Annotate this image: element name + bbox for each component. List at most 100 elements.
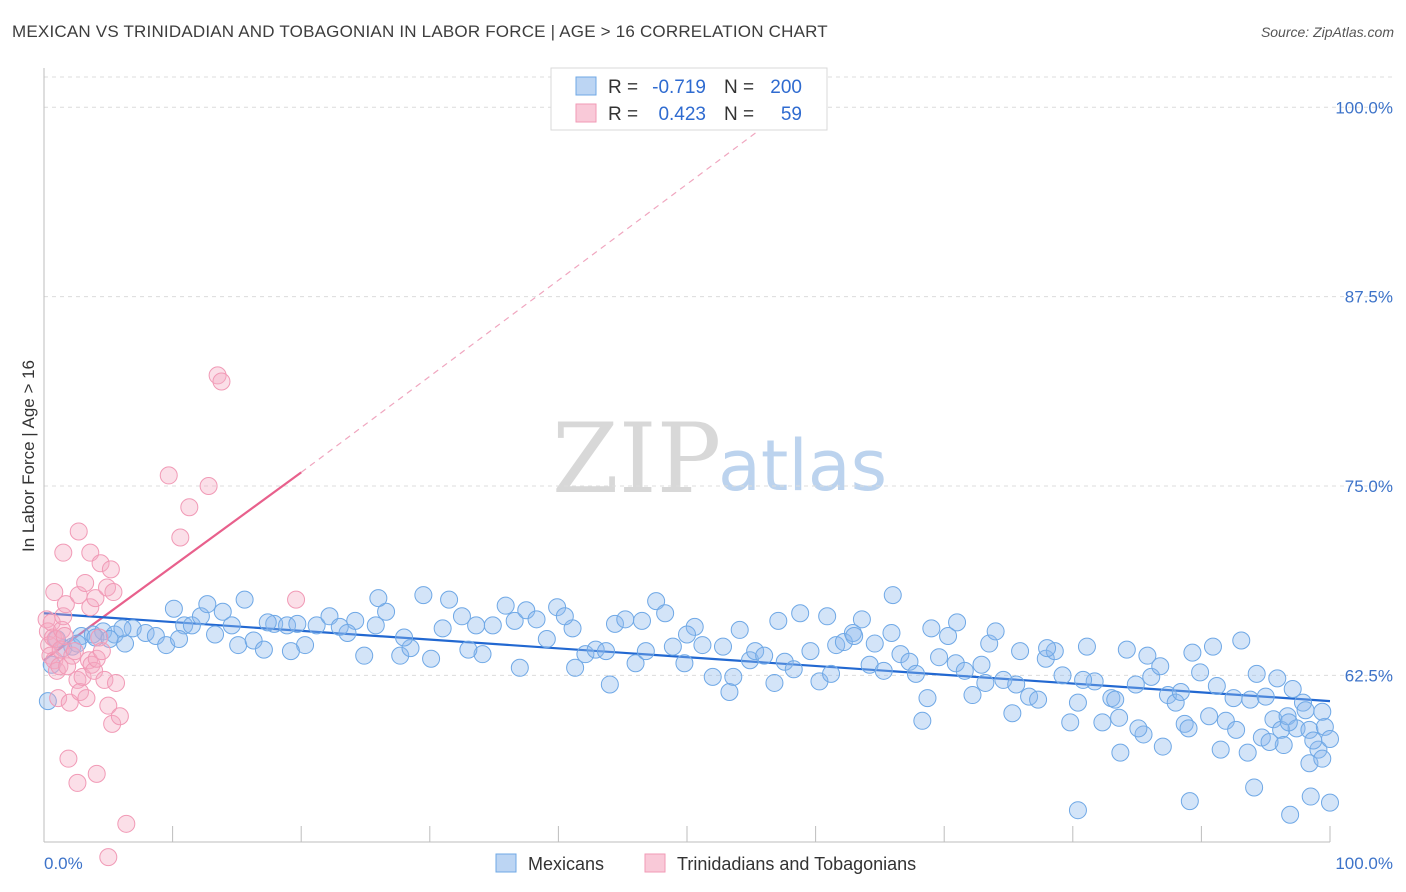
mexicans-point (834, 633, 853, 652)
legend-r-label: R = (608, 104, 638, 125)
mexicans-point (288, 614, 307, 633)
trinidadians-point (55, 626, 74, 645)
mexicans-point (1111, 743, 1130, 762)
trinidadians-point (159, 466, 178, 485)
mexicans-point (258, 613, 277, 632)
mexicans-point (307, 616, 326, 635)
mexicans-point (1029, 690, 1048, 709)
mexicans-point (882, 623, 901, 642)
mexicans-point (1301, 787, 1320, 806)
mexicans-point (741, 651, 760, 670)
mexicans-point (818, 607, 837, 626)
x-tick-label-min: 0.0% (44, 854, 83, 873)
trinidadians-point (92, 642, 111, 661)
mexicans-point (955, 661, 974, 680)
mexicans-point (1296, 701, 1315, 720)
mexicans-point (576, 645, 595, 664)
mexicans-point (483, 616, 502, 635)
trinidadians-point (42, 613, 61, 632)
mexicans-point (1279, 713, 1298, 732)
mexicans-point (883, 586, 902, 605)
trinidadians-point (110, 707, 129, 726)
mexicans-point (170, 630, 189, 649)
mexicans-point (678, 625, 696, 644)
mexicans-point (1203, 637, 1222, 656)
mexicans-point (1180, 792, 1199, 811)
mexicans-point (1171, 683, 1190, 702)
trinidadians-point (171, 528, 190, 547)
mexicans-point (656, 604, 675, 623)
trinidadians-point (212, 372, 231, 391)
gridlines (44, 76, 1393, 676)
mexicans-point (206, 625, 225, 644)
mexicans-point (906, 664, 925, 683)
mexicans-point (1321, 729, 1339, 748)
mexicans-point (1003, 704, 1022, 723)
mexicans-trend-line (43, 612, 1331, 703)
trinidadians-point (104, 583, 123, 602)
mexicans-point (113, 619, 132, 638)
legend-n-value-mexicans: 200 (770, 77, 802, 98)
watermark-zip: ZIP (552, 403, 721, 515)
mexicans-point (1179, 719, 1198, 738)
mexicans-point (440, 590, 459, 609)
trinidadians-point (91, 554, 110, 573)
x-tick-label-max: 100.0% (1335, 854, 1393, 873)
mexicans-point (548, 598, 567, 617)
mexicans-point (1241, 690, 1260, 709)
mexicans-point (1207, 676, 1226, 695)
mexicans-point (852, 610, 871, 629)
mexicans-point (1093, 713, 1112, 732)
mexicans-point (229, 636, 248, 655)
mexicans-point (422, 649, 441, 668)
mexicans-point (1138, 646, 1157, 665)
trinidadians-point (65, 642, 84, 661)
mexicans-point (663, 637, 682, 656)
mexicans-point (1068, 801, 1087, 820)
mexicans-point (605, 614, 624, 633)
trinidadians-point (56, 595, 75, 614)
mexicans-point (724, 667, 743, 686)
trinidadians-point (101, 560, 120, 579)
mexicans-point (636, 642, 655, 661)
mexicans-point (822, 664, 841, 683)
mexicans-point (198, 595, 217, 614)
mexicans-point (1304, 731, 1323, 750)
trinidadians-point (103, 714, 122, 733)
legend-r-value-mexicans: -0.719 (652, 77, 706, 98)
mexicans-point (452, 607, 471, 626)
legend-n-value-trinidadians: 59 (781, 104, 802, 125)
mexicans-point (1074, 670, 1093, 689)
mexicans-point (377, 602, 396, 621)
mexicans-point (1126, 675, 1145, 694)
trinidadians-point (86, 589, 105, 608)
mexicans-point (566, 658, 585, 677)
mexicans-point (675, 654, 694, 673)
mexicans-point (281, 642, 300, 661)
mexicans-point (1216, 711, 1235, 730)
mexicans-point (459, 640, 478, 659)
mexicans-point (1224, 689, 1243, 708)
mexicans-point (496, 596, 515, 615)
stats-legend-box (550, 67, 828, 131)
mexicans-point (1068, 693, 1087, 712)
trinidadians-point (287, 590, 306, 609)
mexicans-point (146, 626, 165, 645)
legend-r-value-trinidadians: 0.423 (658, 104, 706, 125)
mexicans-swatch (575, 76, 597, 96)
mexicans-point (1283, 680, 1302, 698)
mexicans-point (116, 634, 135, 653)
mexicans-point (1085, 672, 1104, 691)
legend-r-label: R = (608, 77, 638, 98)
mexicans-point (222, 616, 241, 635)
mexicans-point (1110, 708, 1129, 727)
mexicans-point (355, 646, 374, 665)
mexicans-point (1061, 713, 1080, 732)
mexicans-point (1129, 719, 1148, 738)
mexicans-point (922, 619, 941, 638)
trinidadians-point (49, 689, 68, 708)
mexicans-point (703, 667, 722, 686)
trinidadians-point (107, 673, 126, 692)
mexicans-point (175, 616, 194, 635)
mexicans-point (1315, 717, 1334, 736)
